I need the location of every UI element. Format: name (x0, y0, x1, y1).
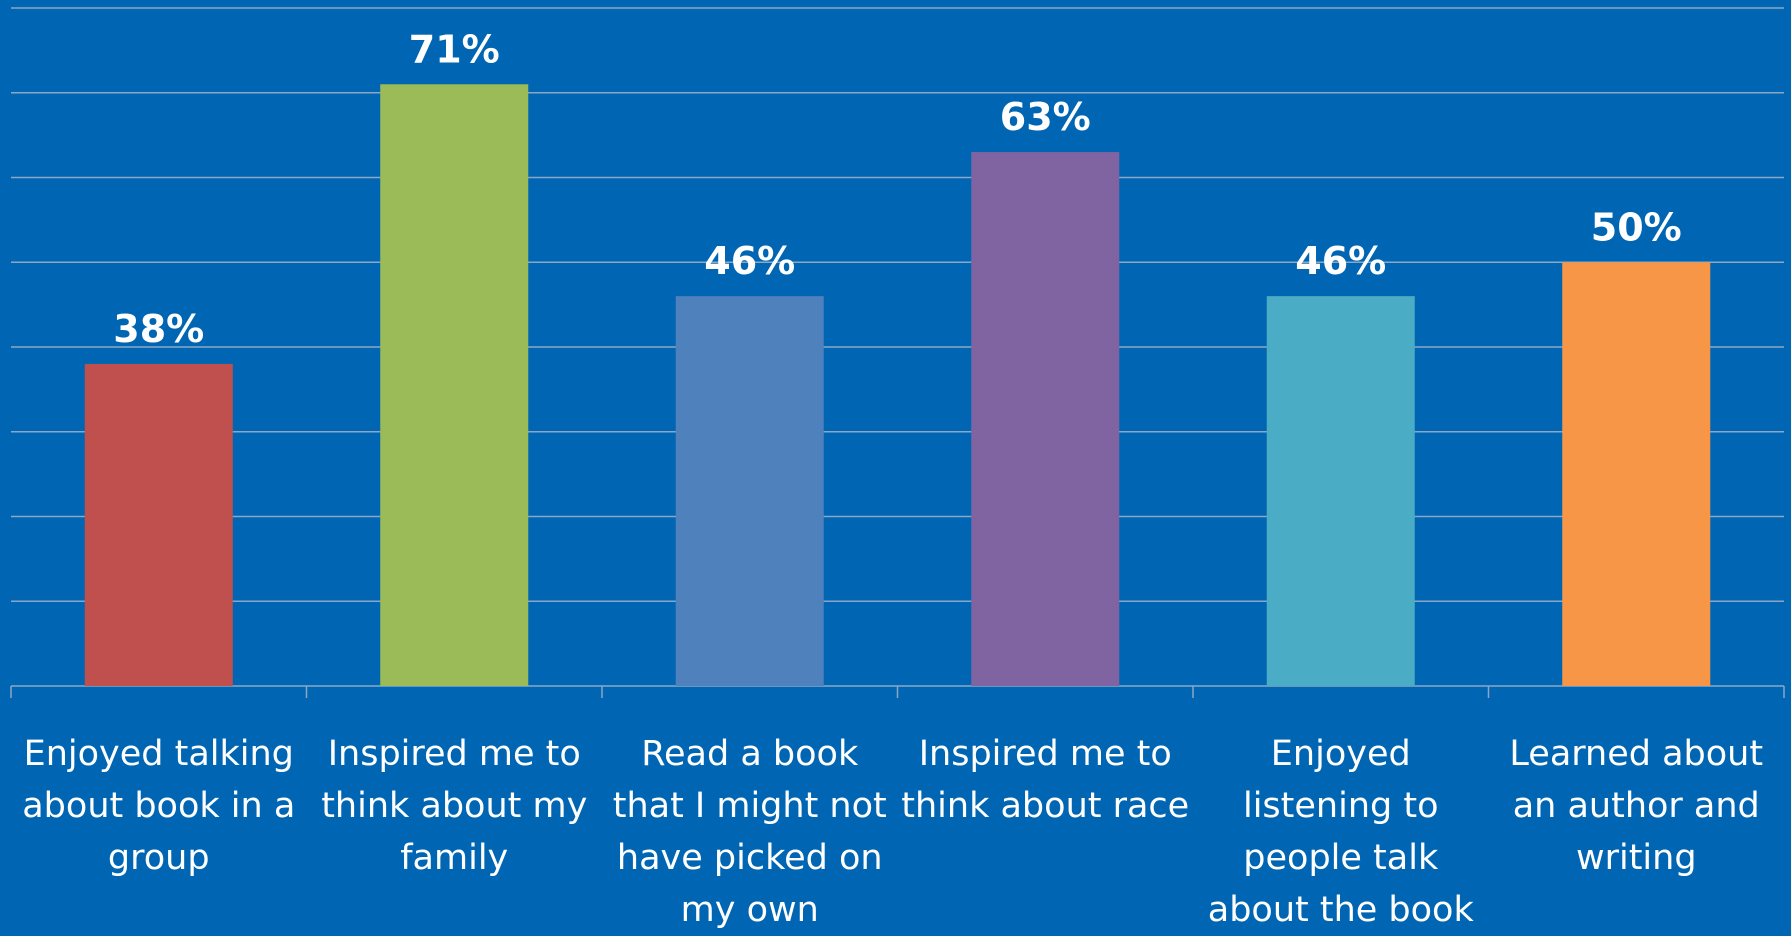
category-label: Inspired me to think about race (901, 734, 1190, 826)
bar (1266, 296, 1415, 686)
category-label: Enjoyed listening to people talk about t… (1207, 734, 1474, 930)
data-label: 50% (1591, 205, 1682, 249)
bars (84, 84, 1711, 686)
category-label: Learned about an author and writing (1509, 734, 1764, 878)
x-axis (10, 685, 1785, 698)
category-label: Read a book that I might not have picked… (612, 734, 887, 930)
gridlines (11, 7, 1784, 602)
bar (675, 296, 824, 686)
category-label: Inspired me to think about my family (321, 734, 588, 878)
bar (971, 152, 1120, 686)
data-label: 71% (409, 27, 500, 71)
data-label: 38% (113, 307, 204, 351)
data-label: 46% (704, 239, 795, 283)
bar (380, 84, 529, 686)
data-label: 46% (1295, 239, 1386, 283)
bar (1562, 262, 1711, 686)
value-labels: 38% 71% 46% 63% 46% 50% (113, 27, 1681, 351)
data-label: 63% (1000, 95, 1091, 139)
category-label: Enjoyed talking about book in a group (22, 734, 296, 878)
bar (84, 363, 233, 686)
